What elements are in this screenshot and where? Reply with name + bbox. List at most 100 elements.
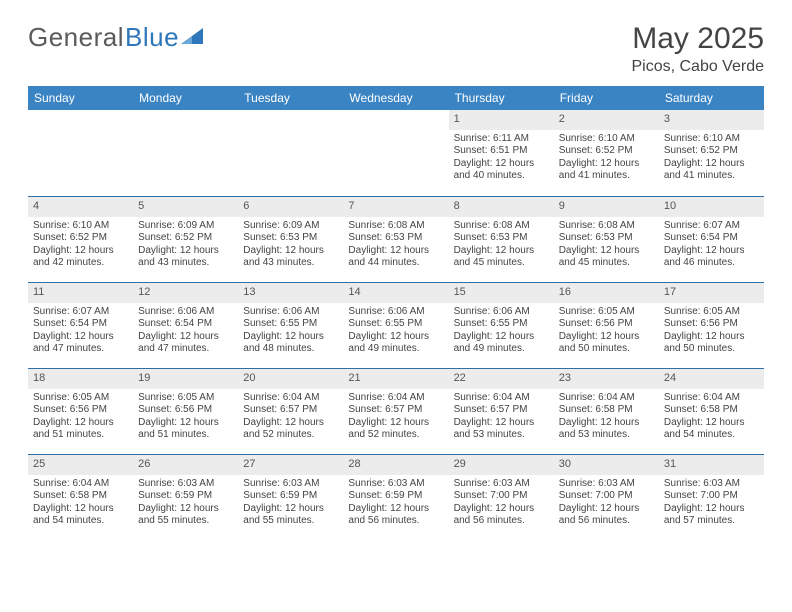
weekday-header: Wednesday: [343, 86, 448, 110]
calendar-cell: 31Sunrise: 6:03 AMSunset: 7:00 PMDayligh…: [659, 454, 764, 540]
weekday-header: Friday: [554, 86, 659, 110]
sunset-line: Sunset: 6:58 PM: [664, 404, 759, 417]
sunrise-line: Sunrise: 6:03 AM: [559, 478, 654, 491]
sunset-line: Sunset: 6:58 PM: [559, 404, 654, 417]
calendar-week: 11Sunrise: 6:07 AMSunset: 6:54 PMDayligh…: [28, 282, 764, 368]
sunset-line: Sunset: 6:52 PM: [559, 145, 654, 158]
sunrise-line: Sunrise: 6:09 AM: [243, 220, 338, 233]
sunset-line: Sunset: 6:53 PM: [454, 232, 549, 245]
day-number: 24: [659, 368, 764, 389]
day-number: 15: [449, 282, 554, 303]
day-number: 1: [449, 110, 554, 130]
day-body: Sunrise: 6:05 AMSunset: 6:56 PMDaylight:…: [28, 389, 133, 444]
day-number: 26: [133, 454, 238, 475]
day-number: 22: [449, 368, 554, 389]
sunrise-line: Sunrise: 6:06 AM: [348, 306, 443, 319]
day-number: 11: [28, 282, 133, 303]
day-body: Sunrise: 6:03 AMSunset: 7:00 PMDaylight:…: [449, 475, 554, 530]
calendar-body: 1Sunrise: 6:11 AMSunset: 6:51 PMDaylight…: [28, 110, 764, 540]
day-body: Sunrise: 6:06 AMSunset: 6:55 PMDaylight:…: [343, 303, 448, 358]
calendar-cell: 27Sunrise: 6:03 AMSunset: 6:59 PMDayligh…: [238, 454, 343, 540]
day-body: Sunrise: 6:11 AMSunset: 6:51 PMDaylight:…: [449, 130, 554, 185]
calendar-cell: 11Sunrise: 6:07 AMSunset: 6:54 PMDayligh…: [28, 282, 133, 368]
day-body: Sunrise: 6:10 AMSunset: 6:52 PMDaylight:…: [554, 130, 659, 185]
day-body: Sunrise: 6:05 AMSunset: 6:56 PMDaylight:…: [659, 303, 764, 358]
day-number: 7: [343, 196, 448, 217]
calendar-cell: [133, 110, 238, 196]
calendar-cell: 7Sunrise: 6:08 AMSunset: 6:53 PMDaylight…: [343, 196, 448, 282]
sunset-line: Sunset: 6:53 PM: [243, 232, 338, 245]
daylight-line: Daylight: 12 hours and 49 minutes.: [454, 331, 549, 356]
day-number: 2: [554, 110, 659, 130]
day-body: Sunrise: 6:10 AMSunset: 6:52 PMDaylight:…: [659, 130, 764, 185]
calendar-cell: 4Sunrise: 6:10 AMSunset: 6:52 PMDaylight…: [28, 196, 133, 282]
sunrise-line: Sunrise: 6:03 AM: [454, 478, 549, 491]
day-body: Sunrise: 6:04 AMSunset: 6:58 PMDaylight:…: [659, 389, 764, 444]
day-body: Sunrise: 6:04 AMSunset: 6:57 PMDaylight:…: [238, 389, 343, 444]
sunrise-line: Sunrise: 6:03 AM: [664, 478, 759, 491]
weekday-header: Saturday: [659, 86, 764, 110]
day-body: Sunrise: 6:09 AMSunset: 6:53 PMDaylight:…: [238, 217, 343, 272]
day-number: 3: [659, 110, 764, 130]
calendar-cell: 1Sunrise: 6:11 AMSunset: 6:51 PMDaylight…: [449, 110, 554, 196]
calendar-cell: 16Sunrise: 6:05 AMSunset: 6:56 PMDayligh…: [554, 282, 659, 368]
day-body: Sunrise: 6:05 AMSunset: 6:56 PMDaylight:…: [554, 303, 659, 358]
daylight-line: Daylight: 12 hours and 54 minutes.: [33, 503, 128, 528]
sunrise-line: Sunrise: 6:09 AM: [138, 220, 233, 233]
daylight-line: Daylight: 12 hours and 43 minutes.: [138, 245, 233, 270]
day-number: 10: [659, 196, 764, 217]
day-number: 21: [343, 368, 448, 389]
month-title: May 2025: [631, 22, 764, 56]
day-number: 16: [554, 282, 659, 303]
daylight-line: Daylight: 12 hours and 42 minutes.: [33, 245, 128, 270]
calendar-cell: 20Sunrise: 6:04 AMSunset: 6:57 PMDayligh…: [238, 368, 343, 454]
daylight-line: Daylight: 12 hours and 57 minutes.: [664, 503, 759, 528]
calendar-cell: 12Sunrise: 6:06 AMSunset: 6:54 PMDayligh…: [133, 282, 238, 368]
sunset-line: Sunset: 6:59 PM: [243, 490, 338, 503]
sunset-line: Sunset: 7:00 PM: [454, 490, 549, 503]
sunset-line: Sunset: 6:53 PM: [348, 232, 443, 245]
calendar-cell: [28, 110, 133, 196]
day-body: Sunrise: 6:06 AMSunset: 6:55 PMDaylight:…: [238, 303, 343, 358]
daylight-line: Daylight: 12 hours and 40 minutes.: [454, 158, 549, 183]
sunset-line: Sunset: 7:00 PM: [664, 490, 759, 503]
sunset-line: Sunset: 6:57 PM: [243, 404, 338, 417]
day-number: 30: [554, 454, 659, 475]
sunset-line: Sunset: 6:56 PM: [138, 404, 233, 417]
day-number: 17: [659, 282, 764, 303]
brand-logo: General Blue: [28, 22, 203, 53]
weekday-header: Monday: [133, 86, 238, 110]
daylight-line: Daylight: 12 hours and 45 minutes.: [559, 245, 654, 270]
daylight-line: Daylight: 12 hours and 53 minutes.: [454, 417, 549, 442]
sunrise-line: Sunrise: 6:06 AM: [138, 306, 233, 319]
sunrise-line: Sunrise: 6:03 AM: [348, 478, 443, 491]
calendar-cell: 28Sunrise: 6:03 AMSunset: 6:59 PMDayligh…: [343, 454, 448, 540]
calendar-cell: [238, 110, 343, 196]
sunrise-line: Sunrise: 6:07 AM: [664, 220, 759, 233]
calendar-cell: 18Sunrise: 6:05 AMSunset: 6:56 PMDayligh…: [28, 368, 133, 454]
daylight-line: Daylight: 12 hours and 53 minutes.: [559, 417, 654, 442]
daylight-line: Daylight: 12 hours and 41 minutes.: [664, 158, 759, 183]
sunset-line: Sunset: 6:52 PM: [664, 145, 759, 158]
sunset-line: Sunset: 6:56 PM: [664, 318, 759, 331]
day-number: 12: [133, 282, 238, 303]
calendar-cell: [343, 110, 448, 196]
calendar-cell: 25Sunrise: 6:04 AMSunset: 6:58 PMDayligh…: [28, 454, 133, 540]
calendar-cell: 26Sunrise: 6:03 AMSunset: 6:59 PMDayligh…: [133, 454, 238, 540]
calendar-cell: 14Sunrise: 6:06 AMSunset: 6:55 PMDayligh…: [343, 282, 448, 368]
day-number: 6: [238, 196, 343, 217]
day-body: Sunrise: 6:04 AMSunset: 6:58 PMDaylight:…: [28, 475, 133, 530]
calendar-cell: 10Sunrise: 6:07 AMSunset: 6:54 PMDayligh…: [659, 196, 764, 282]
day-number: 9: [554, 196, 659, 217]
day-number: 25: [28, 454, 133, 475]
day-body: Sunrise: 6:04 AMSunset: 6:57 PMDaylight:…: [449, 389, 554, 444]
daylight-line: Daylight: 12 hours and 55 minutes.: [138, 503, 233, 528]
sunset-line: Sunset: 6:54 PM: [138, 318, 233, 331]
sunrise-line: Sunrise: 6:04 AM: [33, 478, 128, 491]
daylight-line: Daylight: 12 hours and 52 minutes.: [243, 417, 338, 442]
sunrise-line: Sunrise: 6:04 AM: [243, 392, 338, 405]
day-body: Sunrise: 6:04 AMSunset: 6:57 PMDaylight:…: [343, 389, 448, 444]
daylight-line: Daylight: 12 hours and 54 minutes.: [664, 417, 759, 442]
day-body: Sunrise: 6:07 AMSunset: 6:54 PMDaylight:…: [28, 303, 133, 358]
calendar-head: SundayMondayTuesdayWednesdayThursdayFrid…: [28, 86, 764, 110]
